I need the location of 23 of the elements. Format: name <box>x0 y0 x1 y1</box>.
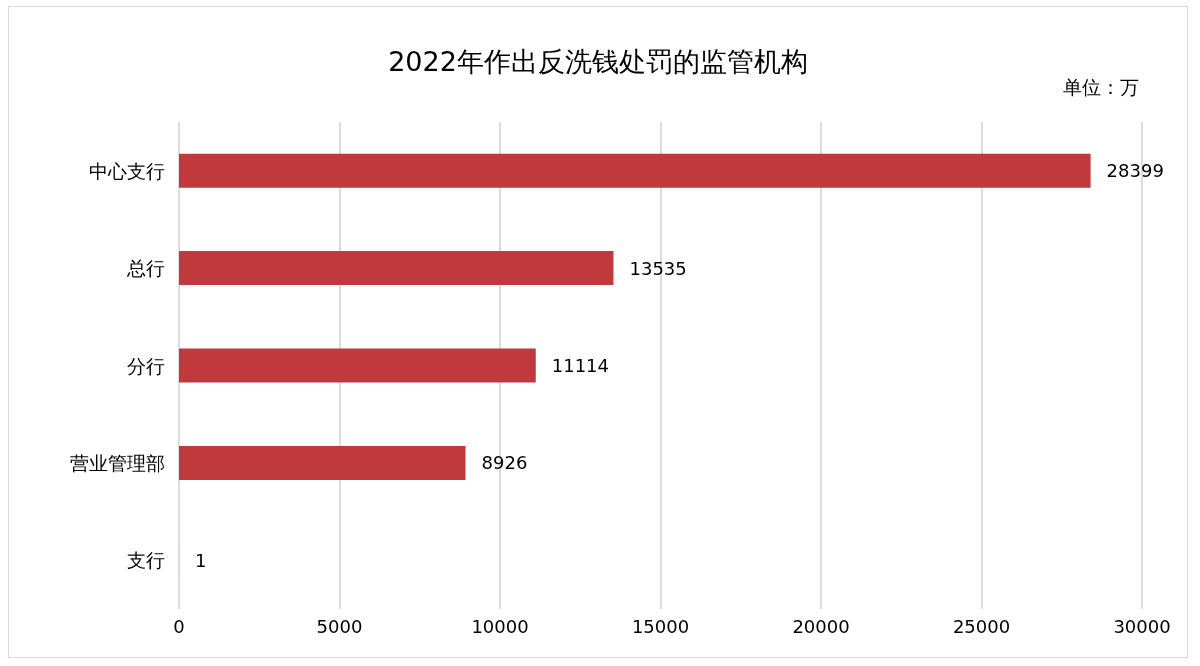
y-tick-label: 支行 <box>127 549 165 572</box>
x-tick-label: 15000 <box>631 615 690 637</box>
y-tick-label: 总行 <box>126 257 165 280</box>
bar <box>179 348 536 383</box>
x-tick-label: 20000 <box>792 615 850 637</box>
x-tick-label: 0 <box>173 615 185 637</box>
data-label: 11114 <box>551 355 610 376</box>
text: 单位：万 <box>1063 75 1139 98</box>
y-tick-label: 营业管理部 <box>70 451 165 474</box>
data-label: 8926 <box>481 452 528 474</box>
data-label: 28399 <box>1106 160 1164 182</box>
bar <box>179 445 466 480</box>
y-tick-label: 分行 <box>127 354 165 377</box>
x-tick-label: 25000 <box>952 615 1011 637</box>
y-tick-label: 中心支行 <box>89 159 165 182</box>
chart-title: 2022年作出反洗钱处罚的监管机构 <box>388 46 808 77</box>
x-tick-label: 5000 <box>316 615 363 637</box>
data-label: 13535 <box>629 257 687 279</box>
bar <box>179 251 614 286</box>
x-tick-label: 30000 <box>1113 615 1171 637</box>
bar <box>179 153 1091 188</box>
x-tick-label: 10000 <box>471 615 529 637</box>
data-label: 1 <box>195 549 207 571</box>
